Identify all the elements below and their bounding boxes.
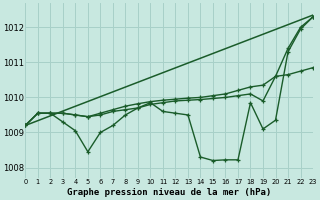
X-axis label: Graphe pression niveau de la mer (hPa): Graphe pression niveau de la mer (hPa) xyxy=(67,188,271,197)
